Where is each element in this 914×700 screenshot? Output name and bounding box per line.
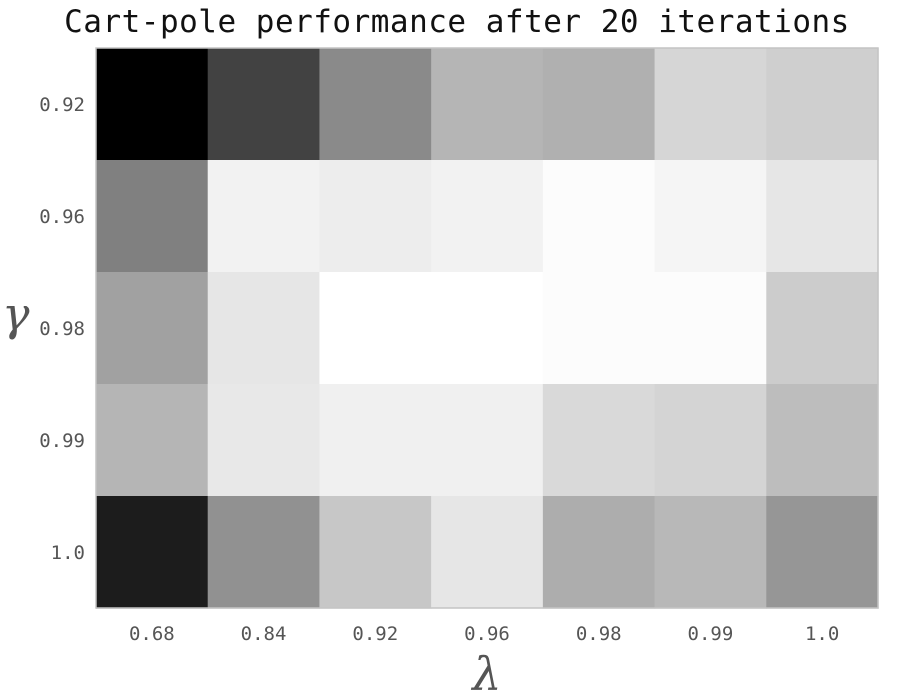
heatmap-cell-r3-c0 (96, 384, 209, 497)
y-tick-label: 1.0 (51, 542, 85, 564)
heatmap-cell-r1-c6 (766, 160, 879, 273)
heatmap-cell-r2-c6 (766, 272, 879, 385)
x-tick-label: 0.92 (352, 623, 398, 645)
heatmap-cell-r4-c1 (207, 496, 321, 609)
heatmap-cell-r3-c2 (319, 384, 432, 497)
heatmap-cell-r0-c4 (542, 48, 656, 161)
heatmap-cells (96, 48, 879, 609)
heatmap-cell-r2-c3 (431, 272, 544, 385)
heatmap-cell-r1-c3 (431, 160, 544, 273)
heatmap-cell-r3-c6 (766, 384, 879, 497)
x-tick-label: 0.98 (576, 623, 622, 645)
heatmap-cell-r3-c3 (431, 384, 544, 497)
heatmap-cell-r2-c0 (96, 272, 209, 385)
heatmap-cell-r2-c4 (542, 272, 656, 385)
heatmap-cell-r4-c4 (542, 496, 656, 609)
heatmap-cell-r1-c0 (96, 160, 209, 273)
heatmap-cell-r4-c6 (766, 496, 879, 609)
x-tick-label: 1.0 (805, 623, 839, 645)
y-tick-label: 0.98 (39, 318, 85, 340)
heatmap-cell-r2-c2 (319, 272, 432, 385)
y-axis-label: γ (2, 287, 30, 341)
heatmap-cell-r4-c2 (319, 496, 432, 609)
heatmap-cell-r4-c5 (654, 496, 767, 609)
x-tick-label: 0.84 (241, 623, 287, 645)
heatmap-cell-r3-c4 (542, 384, 656, 497)
heatmap-cell-r0-c3 (431, 48, 544, 161)
heatmap-cell-r0-c5 (654, 48, 767, 161)
x-axis-label: λ (470, 647, 501, 700)
heatmap-cell-r1-c2 (319, 160, 432, 273)
y-tick-label: 0.99 (39, 430, 85, 452)
heatmap-cell-r0-c2 (319, 48, 432, 161)
heatmap-cell-r1-c5 (654, 160, 767, 273)
heatmap-cell-r0-c0 (96, 48, 209, 161)
plot-frame (95, 47, 879, 609)
y-tick-label: 0.92 (39, 94, 85, 116)
x-tick-label: 0.99 (688, 623, 734, 645)
y-tick-label: 0.96 (39, 206, 85, 228)
x-tick-label: 0.68 (129, 623, 175, 645)
heatmap-cell-r3-c1 (207, 384, 321, 497)
heatmap-cell-r1-c4 (542, 160, 656, 273)
heatmap-cell-r1-c1 (207, 160, 321, 273)
y-tick-labels: 0.92 0.96 0.98 0.99 1.0 (39, 94, 85, 564)
heatmap-cell-r2-c5 (654, 272, 767, 385)
heatmap-cell-r4-c0 (96, 496, 209, 609)
x-tick-labels: 0.68 0.84 0.92 0.96 0.98 0.99 1.0 (129, 623, 839, 645)
x-tick-label: 0.96 (464, 623, 510, 645)
heatmap-cell-r0-c6 (766, 48, 879, 161)
heatmap-cell-r0-c1 (207, 48, 321, 161)
heatmap-cell-r3-c5 (654, 384, 767, 497)
heatmap-cell-r4-c3 (431, 496, 544, 609)
chart-title: Cart-pole performance after 20 iteration… (64, 4, 850, 40)
heatmap-cell-r2-c1 (207, 272, 321, 385)
